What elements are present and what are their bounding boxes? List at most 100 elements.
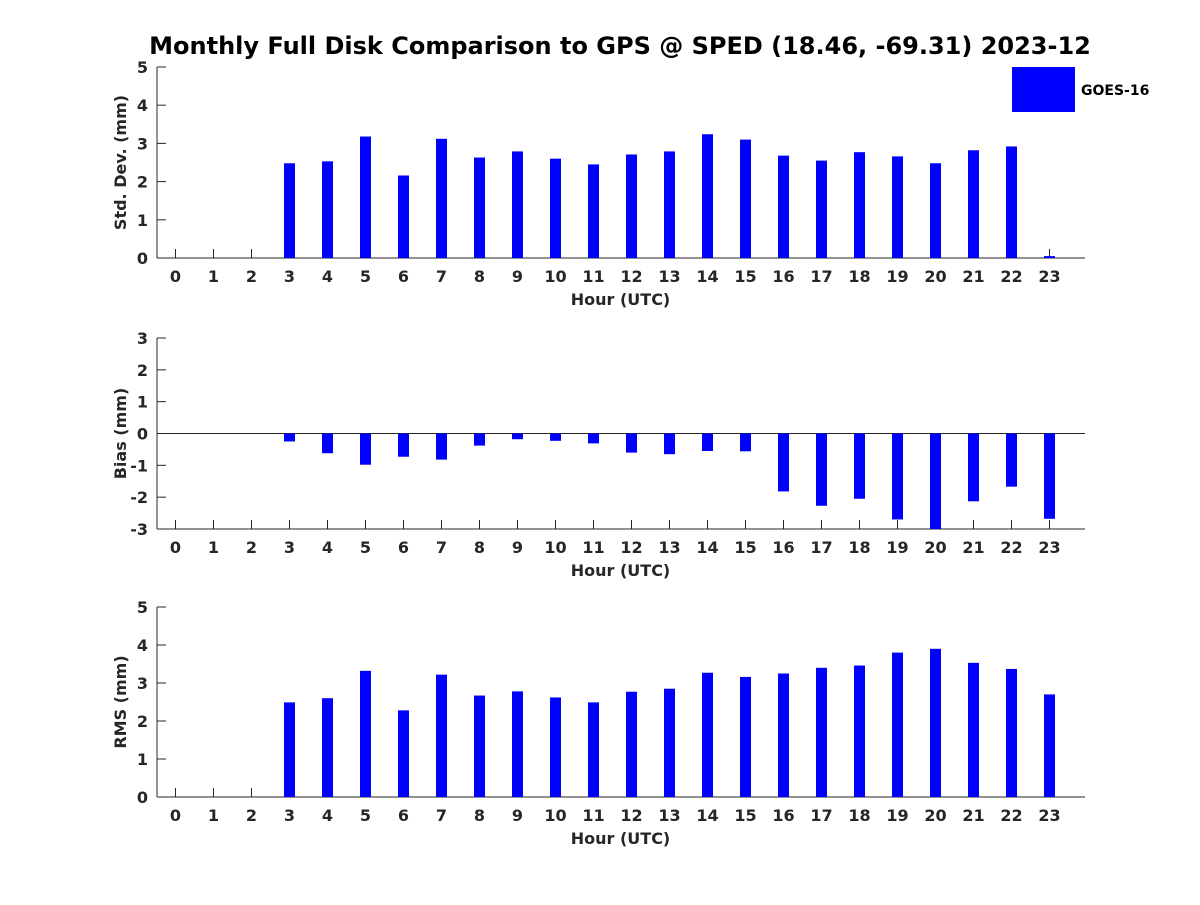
x-tick-label: 12 — [620, 267, 642, 286]
x-tick-label: 22 — [1000, 267, 1022, 286]
x-tick-label: 21 — [962, 267, 984, 286]
x-tick-label: 16 — [772, 267, 794, 286]
bar-hour-23 — [1044, 433, 1055, 519]
bar-hour-9 — [512, 433, 523, 440]
bar-hour-20 — [930, 648, 941, 797]
bar-hour-16 — [778, 673, 789, 797]
x-tick-label: 3 — [284, 806, 295, 825]
x-tick-label: 16 — [772, 538, 794, 557]
bar-hour-12 — [626, 154, 637, 258]
bar-hour-19 — [892, 652, 903, 797]
x-tick-label: 4 — [322, 538, 333, 557]
x-tick-label: 1 — [208, 267, 219, 286]
x-tick-label: 9 — [512, 538, 523, 557]
y-tick-label: 1 — [137, 750, 148, 769]
bar-hour-17 — [816, 160, 827, 258]
chart-title: Monthly Full Disk Comparison to GPS @ SP… — [149, 32, 1091, 60]
x-tick-label: 23 — [1038, 267, 1060, 286]
bar-hour-22 — [1006, 433, 1017, 487]
x-tick-label: 23 — [1038, 538, 1060, 557]
x-tick-label: 21 — [962, 806, 984, 825]
bar-hour-23 — [1044, 694, 1055, 797]
x-tick-label: 20 — [924, 806, 946, 825]
y-tick-label: 5 — [137, 58, 148, 77]
y-tick-label: 0 — [137, 249, 148, 268]
bar-hour-15 — [740, 676, 751, 797]
bar-hour-5 — [360, 433, 371, 465]
y-tick-label: 5 — [137, 598, 148, 617]
x-tick-label: 9 — [512, 267, 523, 286]
x-tick-label: 13 — [658, 267, 680, 286]
x-tick-label: 3 — [284, 538, 295, 557]
x-tick-label: 0 — [170, 806, 181, 825]
bar-hour-19 — [892, 433, 903, 520]
x-tick-label: 9 — [512, 806, 523, 825]
bar-hour-21 — [968, 662, 979, 797]
bar-hour-16 — [778, 433, 789, 492]
y-tick-label: 1 — [137, 211, 148, 230]
x-tick-label: 0 — [170, 267, 181, 286]
y-tick-label: 1 — [137, 393, 148, 412]
x-tick-label: 8 — [474, 538, 485, 557]
y-tick-label: 0 — [137, 788, 148, 807]
y-tick-label: -3 — [130, 520, 148, 539]
x-tick-label: 1 — [208, 806, 219, 825]
bar-hour-5 — [360, 670, 371, 797]
x-tick-label: 10 — [544, 538, 566, 557]
x-tick-label: 4 — [322, 806, 333, 825]
y-axis-label: Std. Dev. (mm) — [111, 95, 130, 230]
bar-hour-13 — [664, 151, 675, 258]
x-tick-label: 16 — [772, 806, 794, 825]
y-tick-label: 2 — [137, 712, 148, 731]
x-tick-label: 11 — [582, 806, 604, 825]
bar-hour-7 — [436, 674, 447, 797]
x-tick-label: 14 — [696, 806, 718, 825]
y-tick-label: -1 — [130, 456, 148, 475]
bar-hour-7 — [436, 433, 447, 460]
bar-hour-18 — [854, 665, 865, 797]
x-tick-label: 20 — [924, 267, 946, 286]
bar-hour-11 — [588, 433, 599, 444]
y-tick-label: 3 — [137, 674, 148, 693]
x-tick-label: 0 — [170, 538, 181, 557]
bar-hour-7 — [436, 138, 447, 258]
bar-hour-17 — [816, 433, 827, 506]
bar-hour-4 — [322, 698, 333, 797]
x-tick-label: 11 — [582, 538, 604, 557]
bar-hour-6 — [398, 433, 409, 457]
bar-hour-18 — [854, 152, 865, 258]
x-tick-label: 7 — [436, 538, 447, 557]
bar-hour-5 — [360, 136, 371, 258]
x-tick-label: 10 — [544, 806, 566, 825]
bar-hour-16 — [778, 155, 789, 258]
x-axis-label: Hour (UTC) — [571, 829, 671, 848]
bar-hour-8 — [474, 157, 485, 258]
bar-hour-9 — [512, 151, 523, 258]
bar-hour-6 — [398, 710, 409, 797]
y-tick-label: 2 — [137, 361, 148, 380]
x-tick-label: 14 — [696, 267, 718, 286]
x-tick-label: 12 — [620, 538, 642, 557]
x-tick-label: 14 — [696, 538, 718, 557]
x-tick-label: 13 — [658, 806, 680, 825]
x-tick-label: 15 — [734, 267, 756, 286]
x-tick-label: 11 — [582, 267, 604, 286]
x-tick-label: 6 — [398, 267, 409, 286]
y-tick-label: 2 — [137, 173, 148, 192]
x-tick-label: 17 — [810, 538, 832, 557]
x-axis-label: Hour (UTC) — [571, 561, 671, 580]
bar-hour-13 — [664, 433, 675, 455]
x-tick-label: 19 — [886, 267, 908, 286]
y-tick-label: 3 — [137, 329, 148, 348]
bar-hour-10 — [550, 433, 561, 441]
y-tick-label: 4 — [137, 96, 148, 115]
x-tick-label: 5 — [360, 806, 371, 825]
bar-hour-14 — [702, 134, 713, 258]
bar-hour-3 — [284, 702, 295, 797]
bar-hour-14 — [702, 433, 713, 452]
